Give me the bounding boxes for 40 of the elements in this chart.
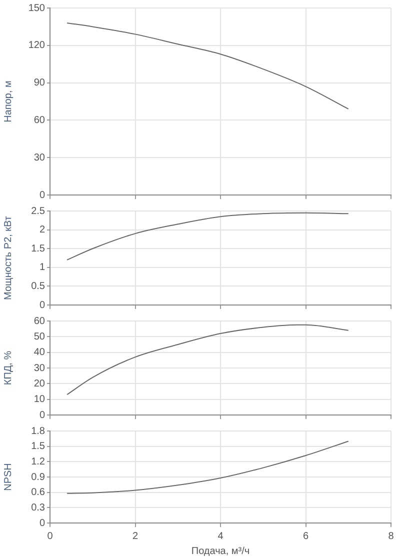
y-tick-label: 0.6 (31, 487, 46, 498)
y-tick-label: 120 (28, 40, 46, 52)
y-tick-label: 40 (34, 347, 46, 358)
y-tick-label: 10 (34, 394, 46, 406)
y-tick-label: 150 (28, 2, 46, 14)
y-tick-label: 90 (34, 78, 46, 89)
x-tick-label: 4 (218, 530, 224, 542)
x-tick-label: 8 (388, 530, 394, 542)
x-axis-title: Подача, м³/ч (191, 546, 250, 557)
y-tick-label: 20 (34, 378, 46, 390)
y-tick-label: 1.2 (31, 456, 46, 468)
y-tick-label: 1 (39, 262, 46, 274)
y-tick-label: 60 (34, 316, 46, 327)
y-tick-label: 60 (34, 114, 46, 126)
y-tick-label: 0 (39, 410, 46, 421)
y-tick-label: 0.3 (31, 502, 46, 514)
y-axis-title: Напор, м (2, 80, 14, 122)
y-tick-label: 50 (34, 331, 46, 342)
y-tick-label: 1.5 (31, 441, 46, 452)
x-tick-label: 6 (302, 530, 309, 542)
y-axis-title: NPSH (2, 463, 14, 491)
y-axis-title: Мощность P2, кВт (2, 216, 14, 300)
y-tick-label: 0 (39, 190, 46, 201)
line-series (66, 212, 349, 260)
y-axis-title: КПД, % (2, 350, 14, 386)
y-tick-label: 1.5 (31, 243, 46, 254)
y-tick-label: 0.5 (31, 280, 46, 292)
y-tick-label: 30 (34, 362, 46, 374)
y-tick-label: 1.8 (31, 426, 46, 437)
y-tick-label: 2 (39, 224, 46, 236)
y-tick-label: 0 (39, 300, 46, 311)
line-series (66, 324, 349, 396)
y-tick-label: 0.9 (31, 472, 46, 483)
y-tick-label: 30 (34, 152, 46, 164)
y-tick-label: 0 (39, 518, 46, 529)
x-tick-label: 0 (47, 530, 54, 542)
x-tick-label: 2 (132, 530, 138, 542)
y-tick-label: 2.5 (31, 206, 46, 217)
line-series (66, 440, 349, 494)
line-series (66, 22, 349, 110)
